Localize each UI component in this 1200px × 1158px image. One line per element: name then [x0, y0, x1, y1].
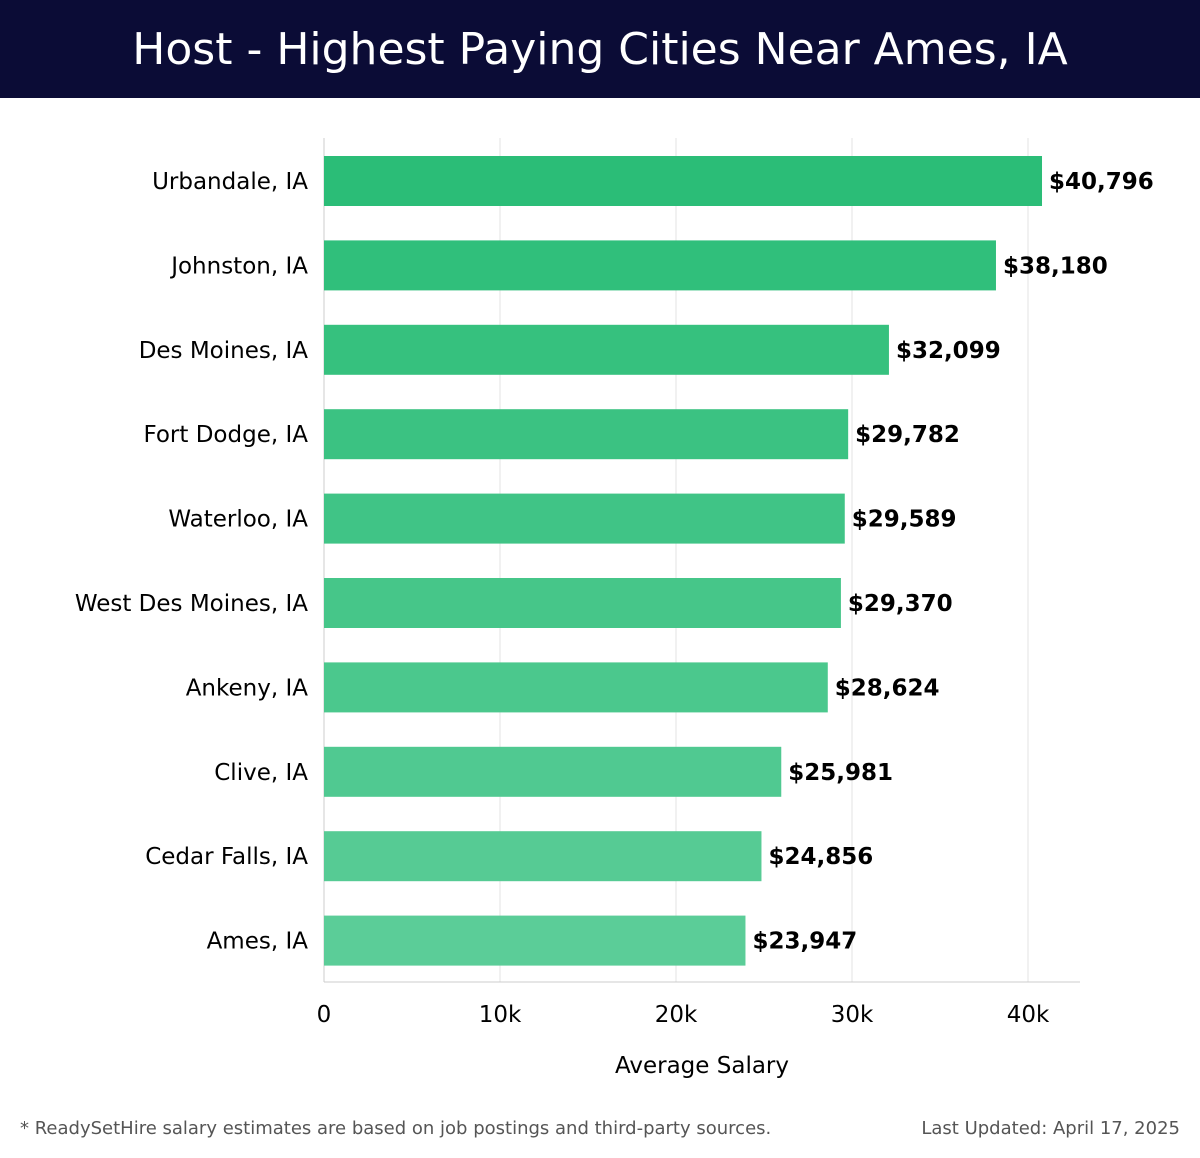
chart-title: Host - Highest Paying Cities Near Ames, … — [132, 23, 1068, 75]
category-label: Fort Dodge, IA — [143, 422, 308, 448]
category-label: Johnston, IA — [169, 253, 308, 279]
category-label: Ankeny, IA — [186, 675, 309, 701]
chart-header: Host - Highest Paying Cities Near Ames, … — [0, 0, 1200, 98]
category-label: Urbandale, IA — [152, 169, 308, 195]
x-tick-label: 10k — [479, 1002, 522, 1028]
footer-last-updated: Last Updated: April 17, 2025 — [921, 1118, 1180, 1139]
x-axis: 0 10k 20k 30k 40k — [317, 981, 1080, 1028]
x-tick-label: 40k — [1007, 1002, 1050, 1028]
value-labels: $40,796 $38,180 $32,099 $29,782 $29,589 $29,3… — [752, 169, 1153, 955]
category-label: Des Moines, IA — [139, 338, 309, 364]
x-axis-label: Average Salary — [615, 1053, 789, 1079]
category-label: Clive, IA — [214, 760, 308, 786]
value-label: $29,782 — [855, 422, 960, 448]
x-tick-label: 20k — [655, 1002, 698, 1028]
value-label: $25,981 — [788, 760, 893, 786]
bar — [324, 156, 1043, 206]
category-label: Cedar Falls, IA — [145, 844, 308, 870]
bar — [324, 746, 782, 797]
bar-chart: Urbandale, IA Johnston, IA Des Moines, IA F… — [75, 138, 1154, 1079]
bars — [324, 156, 1043, 966]
value-label: $32,099 — [896, 338, 1001, 364]
x-tick-label: 0 — [317, 1002, 332, 1028]
bar — [324, 662, 828, 713]
category-label: Waterloo, IA — [168, 507, 308, 533]
value-label: $28,624 — [835, 675, 940, 701]
bar — [324, 915, 746, 966]
footer-note: * ReadySetHire salary estimates are base… — [20, 1118, 772, 1139]
bar — [324, 578, 841, 628]
value-label: $29,370 — [848, 591, 953, 617]
value-label: $38,180 — [1003, 253, 1108, 279]
bar — [324, 831, 762, 882]
bar — [324, 324, 889, 375]
value-label: $23,947 — [752, 929, 857, 955]
bar — [324, 409, 849, 460]
value-label: $29,589 — [852, 507, 957, 533]
x-tick-label: 30k — [831, 1002, 874, 1028]
category-label: West Des Moines, IA — [75, 591, 308, 617]
bar — [324, 240, 996, 291]
value-label: $40,796 — [1049, 169, 1154, 195]
value-label: $24,856 — [768, 844, 873, 870]
category-labels: Urbandale, IA Johnston, IA Des Moines, IA F… — [75, 169, 308, 955]
category-label: Ames, IA — [207, 929, 309, 955]
bar — [324, 493, 845, 544]
